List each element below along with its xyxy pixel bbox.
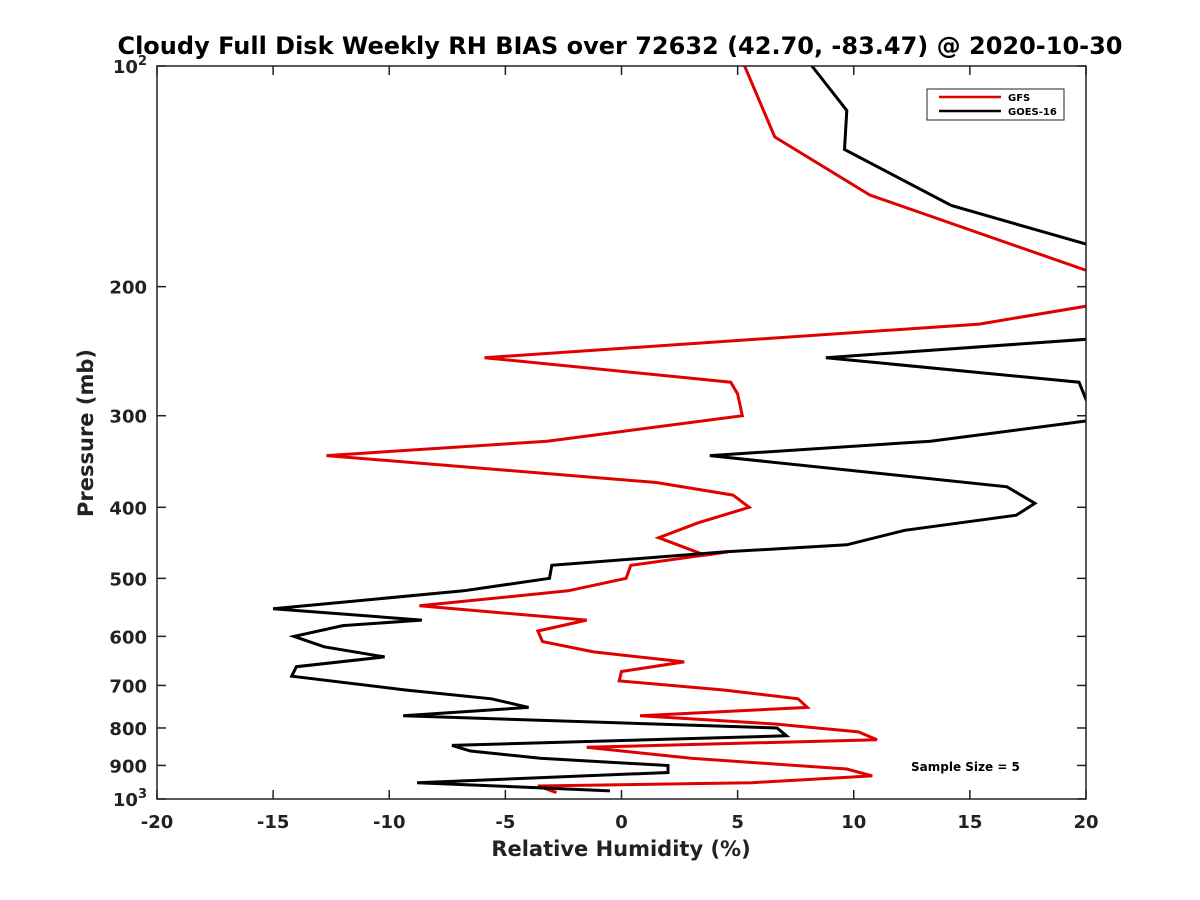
series-layer — [272, 66, 1086, 795]
sample-size-annotation: Sample Size = 5 — [911, 760, 1020, 774]
x-tick-label: 20 — [1073, 812, 1098, 833]
y-tick-label: 800 — [109, 719, 147, 740]
y-axis-label: Pressure (mb) — [74, 349, 98, 517]
legend-box — [926, 88, 1065, 121]
y-tick-label: 400 — [109, 498, 147, 519]
series-line-goes16 — [272, 66, 1086, 793]
x-tick-label: 15 — [957, 812, 982, 833]
x-tick-label: -10 — [373, 812, 406, 833]
legend-label-gfs: GFS — [1008, 93, 1030, 104]
series-line-gfs — [326, 66, 1086, 795]
x-tick-label: -5 — [495, 812, 515, 833]
y-tick-label: 700 — [109, 676, 147, 697]
x-axis: -20 -15 -10 -5 0 5 10 15 20 — [141, 66, 1099, 833]
y-tick-label: 600 — [109, 627, 147, 648]
y-tick-label: 500 — [109, 569, 147, 590]
x-tick-label: 10 — [841, 812, 866, 833]
y-tick-label: 900 — [109, 756, 147, 777]
legend-label-goes16: GOES-16 — [1008, 107, 1057, 118]
x-tick-label: -15 — [257, 812, 290, 833]
x-tick-label: -20 — [141, 812, 174, 833]
x-tick-label: 5 — [731, 812, 744, 833]
x-axis-label: Relative Humidity (%) — [491, 837, 750, 861]
y-tick-label: 103 — [113, 787, 147, 811]
y-tick-label: 300 — [109, 407, 147, 428]
y-tick-label: 102 — [113, 54, 147, 78]
chart-title: Cloudy Full Disk Weekly RH BIAS over 726… — [117, 32, 1122, 60]
x-tick-label: 0 — [615, 812, 628, 833]
legend: GFS GOES-16 — [926, 88, 1065, 121]
y-tick-label: 200 — [109, 278, 147, 299]
y-axis: 102 200 300 400 500 600 700 800 900 103 — [109, 54, 1086, 811]
